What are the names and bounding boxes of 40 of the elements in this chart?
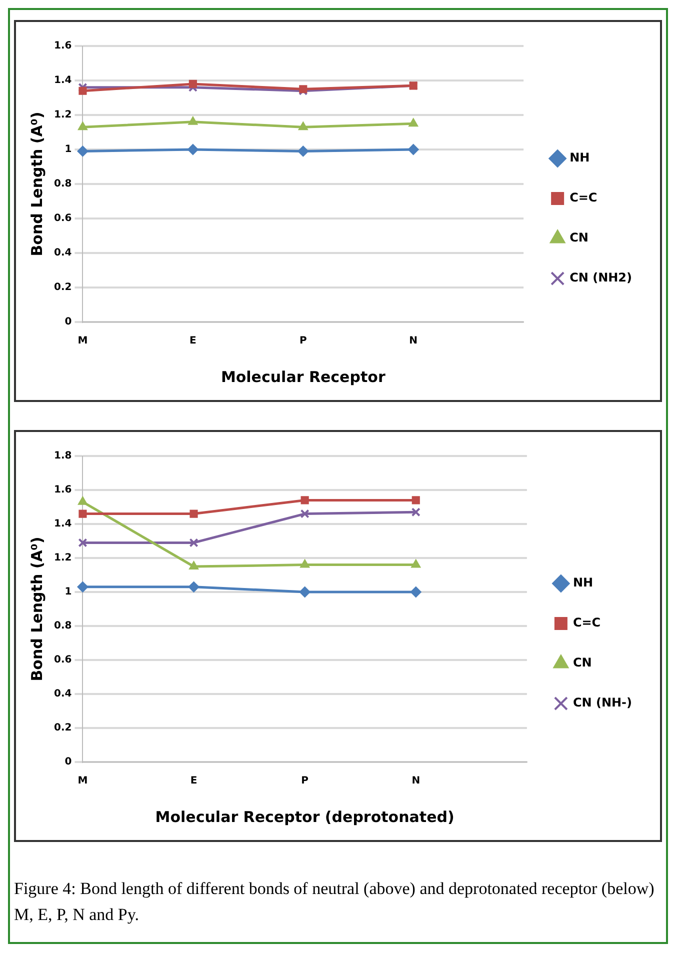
legend-label: NH: [572, 576, 594, 590]
x-tick-label: N: [412, 776, 420, 787]
y-axis-title: Bond Length (A⁰): [28, 536, 46, 682]
x-tick-label: E: [190, 336, 197, 347]
legend-label: CN: [572, 656, 592, 670]
x-tick-label: M: [78, 336, 88, 347]
legend-label: NH: [570, 150, 590, 165]
y-tick-label: 1: [64, 144, 72, 156]
legend-label: CN (NH-): [572, 696, 632, 710]
x-tick-label: P: [299, 336, 307, 347]
y-tick-label: 1.8: [54, 450, 72, 462]
legend-label: C=C: [572, 616, 601, 630]
y-tick-label: 1.2: [54, 552, 72, 564]
y-tick-label: 0.6: [54, 213, 72, 224]
y-tick-label: 1.4: [54, 75, 72, 86]
y-tick-label: 0.4: [54, 688, 72, 700]
y-tick-label: 1.6: [54, 484, 72, 496]
y-tick-label: 1: [64, 586, 72, 598]
y-tick-label: 0.8: [54, 620, 72, 632]
y-tick-label: 0.8: [54, 178, 72, 190]
legend-label: CN: [570, 230, 588, 245]
legend-label: CN (NH2): [570, 270, 632, 285]
y-tick-label: 0.2: [54, 722, 72, 734]
x-tick-label: P: [301, 776, 308, 787]
y-tick-label: 1.6: [54, 40, 72, 52]
y-tick-label: 0.2: [54, 282, 72, 294]
x-axis-title: Molecular Receptor (deprotonated): [155, 808, 454, 826]
y-tick-label: 0: [64, 756, 72, 768]
x-tick-label: N: [409, 336, 418, 347]
y-tick-label: 1.4: [54, 518, 72, 530]
legend-label: C=C: [570, 190, 598, 205]
y-tick-label: 0: [64, 316, 72, 328]
y-tick-label: 0.6: [54, 654, 72, 666]
y-tick-label: 0.4: [54, 248, 72, 259]
x-tick-label: M: [78, 776, 88, 787]
caption: Figure 4: Bond length of different bonds of neutral (above) and deprotonated receptor (below) M, E, P, N and Py.: [14, 878, 656, 926]
x-tick-label: E: [190, 776, 198, 787]
x-axis-title: Molecular Receptor: [220, 368, 386, 386]
y-tick-label: 1.2: [54, 110, 72, 121]
y-axis-title: Bond Length (A⁰): [28, 112, 46, 256]
